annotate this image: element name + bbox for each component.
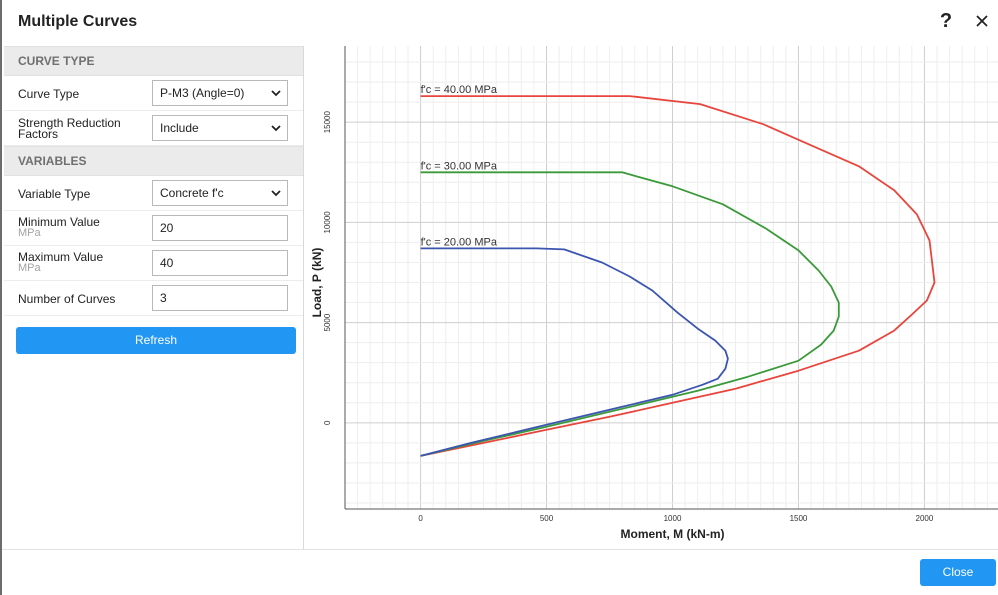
variable-type-label: Variable Type <box>18 187 91 201</box>
chevron-down-icon <box>271 190 281 197</box>
dialog-footer: Close <box>2 549 998 595</box>
y-axis-title: Load, P (kN) <box>310 248 324 318</box>
maximum-value-unit: MPa <box>18 262 41 274</box>
y-tick-label: 0 <box>323 420 332 425</box>
x-axis-title: Moment, M (kN-m) <box>621 527 725 541</box>
close-button[interactable]: Close <box>920 559 996 586</box>
series-line-1 <box>420 95 936 457</box>
settings-panel: CURVE TYPE Curve Type P-M3 (Angle=0) Str… <box>4 46 304 550</box>
minimum-value-unit: MPa <box>18 227 41 239</box>
variables-section-header: VARIABLES <box>4 146 303 176</box>
variable-type-value: Concrete f'c <box>160 186 224 200</box>
curve-annotation-3: f'c = 20.00 MPa <box>421 236 498 248</box>
refresh-button[interactable]: Refresh <box>16 327 296 354</box>
title-bar: Multiple Curves ? <box>2 0 998 46</box>
x-tick-label: 0 <box>418 514 423 523</box>
curve-annotation-1: f'c = 40.00 MPa <box>421 84 498 96</box>
curve-annotation-2: f'c = 30.00 MPa <box>421 160 498 172</box>
minimum-value-label: Minimum Value <box>18 215 100 229</box>
strength-reduction-label-line2: Factors <box>18 127 59 141</box>
strength-reduction-row: Strength Reduction Factors Include <box>4 111 303 146</box>
strength-reduction-value: Include <box>160 121 199 135</box>
y-tick-label: 15000 <box>323 110 332 133</box>
y-tick-label: 10000 <box>323 211 332 234</box>
maximum-value-row: Maximum Value MPa 40 <box>4 246 303 281</box>
series-line-3 <box>420 247 729 457</box>
maximum-value-input[interactable]: 40 <box>152 250 288 276</box>
dialog-title: Multiple Curves <box>18 13 138 30</box>
minimum-value-input[interactable]: 20 <box>152 215 288 241</box>
minimum-value-row: Minimum Value MPa 20 <box>4 211 303 246</box>
curve-type-value: P-M3 (Angle=0) <box>160 86 245 100</box>
curve-type-section-header: CURVE TYPE <box>4 46 303 76</box>
variable-type-row: Variable Type Concrete f'c <box>4 176 303 211</box>
curve-type-select[interactable]: P-M3 (Angle=0) <box>152 80 288 106</box>
strength-reduction-select[interactable]: Include <box>152 115 288 141</box>
variable-type-select[interactable]: Concrete f'c <box>152 180 288 206</box>
x-tick-label: 2000 <box>916 514 934 523</box>
interaction-diagram-chart: 0 500 1000 1500 2000 0 5000 10000 15000 Moment, M… <box>305 46 998 549</box>
series-line-2 <box>420 171 840 457</box>
close-icon[interactable] <box>968 7 996 35</box>
y-tick-label: 5000 <box>323 313 332 331</box>
number-of-curves-label: Number of Curves <box>18 292 116 306</box>
x-tick-label: 1500 <box>790 514 808 523</box>
strength-reduction-label-line1: Strength Reduction <box>18 116 121 130</box>
x-tick-label: 500 <box>540 514 554 523</box>
curve-type-label: Curve Type <box>18 87 80 101</box>
maximum-value-label: Maximum Value <box>18 250 104 264</box>
number-of-curves-input[interactable]: 3 <box>152 285 288 311</box>
help-button[interactable]: ? <box>939 10 953 32</box>
chevron-down-icon <box>271 90 281 97</box>
chevron-down-icon <box>271 125 281 132</box>
number-of-curves-row: Number of Curves 3 <box>4 281 303 316</box>
curve-type-row: Curve Type P-M3 (Angle=0) <box>4 76 303 111</box>
x-tick-label: 1000 <box>664 514 682 523</box>
